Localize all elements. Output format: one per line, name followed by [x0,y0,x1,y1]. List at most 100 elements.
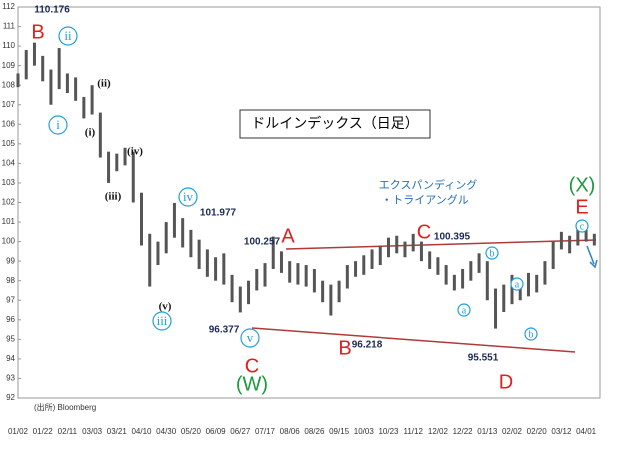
price-bar [321,280,325,303]
price-label: 96.218 [352,340,383,351]
price-label: 100.395 [434,232,471,243]
wave-circle [58,26,78,46]
x-tick-label: 01/22 [33,427,54,436]
wave-label: (X) [569,174,596,196]
y-tick-label: 107 [2,100,16,109]
y-tick-label: 94 [6,354,15,363]
y-tick-label: 111 [3,22,16,31]
price-bar [140,192,143,246]
wave-label: v [247,330,254,345]
trend-line [285,239,597,250]
price-bar [181,218,185,248]
price-bar [494,288,498,329]
price-bar [411,233,415,252]
price-bar [255,268,259,291]
wave-label: b [490,248,495,259]
x-tick-label: 01/02 [8,427,29,436]
x-tick-label: 02/02 [502,427,523,436]
price-bar [214,257,218,281]
price-bar [279,251,283,273]
y-tick-label: 102 [2,198,16,207]
price-bar [469,261,473,281]
wave-circle [457,303,471,317]
wave-circle [48,115,68,135]
price-bar [551,241,555,269]
wave-label: (ii) [97,78,111,90]
wave-label: a [515,279,520,290]
wave-circle [510,277,524,291]
price-bar [568,235,572,254]
chart-title: ドルインデックス（日足） [251,115,419,132]
price-bar [576,225,580,246]
wave-circle [575,219,589,233]
price-bar [82,96,86,119]
x-tick-label: 08/26 [304,427,325,436]
price-label: 95.551 [468,353,499,364]
price-bar [98,112,102,158]
wave-label: (iii) [105,191,122,203]
price-bar [543,261,547,285]
y-tick-label: 101 [2,217,16,226]
price-label: 110.176 [34,5,70,16]
y-tick-label: 110 [2,41,15,50]
price-bar [378,245,382,266]
x-tick-label: 04/01 [576,427,597,436]
x-tick-label: 02/20 [527,427,548,436]
arrow [586,245,595,265]
wave-label: (iv) [127,146,143,158]
wave-label: a [462,305,467,316]
price-bar [395,235,399,254]
x-tick-label: 12/02 [428,427,449,436]
price-bar [584,229,588,242]
price-label: 101.977 [200,208,237,219]
price-bar [263,263,267,287]
price-bar [345,265,349,289]
price-label: 100.257 [244,237,281,248]
price-bar [123,147,127,166]
price-bar [535,274,539,293]
arrow-head [589,259,598,269]
price-bar [510,274,514,305]
x-tick-label: 09/15 [329,427,350,436]
price-bar [461,268,465,289]
wave-label: ii [64,28,72,43]
wave-label: (W) [236,373,268,395]
price-bar [107,151,111,183]
price-bar [238,286,242,313]
price-bar [362,255,366,275]
x-tick-label: 07/17 [255,427,276,436]
wave-circle [152,311,172,331]
price-bar [197,239,201,269]
price-bar [247,280,251,305]
title-box [239,109,431,139]
note: ・トライアングル [381,193,469,207]
price-bar [131,151,135,203]
y-tick-label: 112 [2,2,15,11]
price-bar [436,257,440,275]
wave-label: c [580,221,585,232]
price-bar [387,237,390,258]
x-tick-label: 08/06 [280,427,301,436]
y-tick-label: 99 [6,256,15,265]
x-tick-label: 06/09 [206,427,227,436]
price-bar [172,202,176,238]
y-tick-label: 93 [6,374,15,383]
wave-label: i [56,117,60,132]
price-bar [24,50,28,80]
x-tick-label: 03/21 [107,427,128,436]
price-bar [526,272,530,297]
y-tick-label: 105 [2,139,16,148]
price-bar [65,73,69,94]
price-bar [428,251,432,269]
x-tick-label: 05/20 [181,427,202,436]
wave-label: C [245,355,259,377]
price-bar [592,233,596,246]
y-tick-label: 104 [2,159,16,168]
price-bar [271,236,275,269]
x-tick-label: 02/11 [58,427,78,436]
wave-label: (i) [85,127,96,139]
price-bar [312,268,316,293]
price-bar [16,73,20,88]
y-tick-label: 106 [2,119,16,128]
